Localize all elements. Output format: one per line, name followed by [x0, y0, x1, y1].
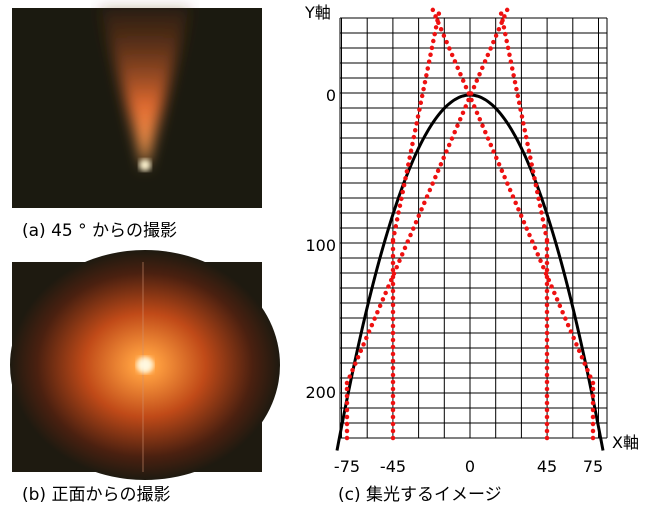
y-tick-label: 200 [305, 383, 336, 402]
y-tick-label: 0 [326, 86, 336, 105]
axis-label: X軸 [612, 433, 639, 452]
axis-label: Y軸 [304, 3, 331, 22]
caption: (a) 45 ° からの撮影 [22, 221, 177, 241]
caption: (c) 集光するイメージ [338, 485, 502, 505]
x-tick-label: 45 [537, 457, 557, 476]
photo-b [10, 250, 280, 480]
x-tick-label: 0 [465, 457, 475, 476]
grid [340, 18, 607, 438]
photo-a [12, 8, 262, 208]
x-tick-label: -45 [380, 457, 406, 476]
x-tick-label: 75 [583, 457, 603, 476]
caption: (b) 正面からの撮影 [22, 485, 170, 505]
figure: (a) 45 ° からの撮影 (b) 正面からの撮影 Y軸 X軸 -75 -45 0… [0, 0, 662, 506]
y-tick-label: 100 [305, 236, 336, 255]
x-tick-label: -75 [334, 457, 360, 476]
